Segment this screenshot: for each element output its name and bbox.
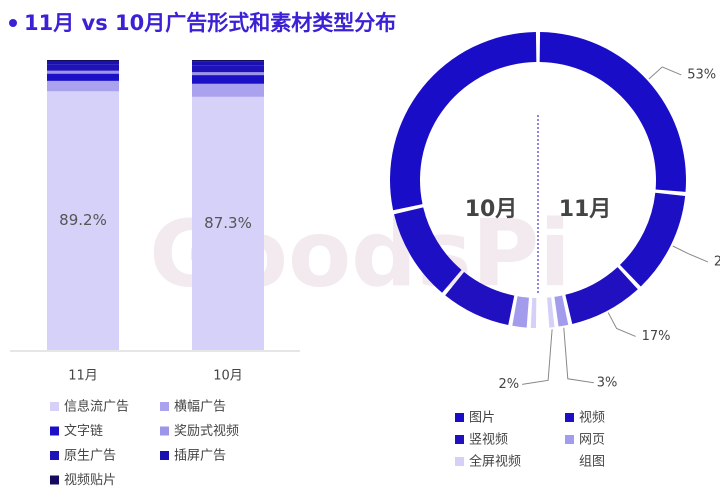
leader-line xyxy=(522,329,553,385)
legend-label: 插屏广告 xyxy=(174,449,226,464)
legend-swatch xyxy=(455,413,464,422)
bar-segment xyxy=(192,65,264,73)
donut-segment xyxy=(554,295,569,327)
data-label: 89.2% xyxy=(59,211,107,229)
donut-segment xyxy=(565,267,638,324)
bar-segment xyxy=(192,96,264,350)
legend-swatch xyxy=(455,457,464,466)
bar-segment xyxy=(47,80,119,92)
legend-swatch xyxy=(50,402,59,411)
bar-segment xyxy=(47,60,119,62)
data-label: 53% xyxy=(687,67,716,82)
legend-swatch xyxy=(565,457,574,466)
legend-label: 竖视频 xyxy=(469,433,508,448)
data-label: 87.3% xyxy=(204,214,252,232)
bar-segment xyxy=(192,75,264,84)
data-label: 17% xyxy=(642,329,671,344)
legend-label: 视频贴片 xyxy=(64,473,116,488)
legend-label: 横幅广告 xyxy=(174,400,226,415)
leader-line xyxy=(672,245,709,263)
donut-segment xyxy=(389,32,537,211)
series-label: 10月 xyxy=(465,197,518,222)
legend-label: 文字链 xyxy=(64,424,103,439)
legend-swatch xyxy=(50,426,59,436)
data-label: 23% xyxy=(714,254,720,269)
legend-label: 原生广告 xyxy=(64,449,116,464)
leader-line xyxy=(648,66,682,80)
donut-segment xyxy=(547,297,555,328)
legend-label: 视频 xyxy=(579,411,605,426)
x-tick-label: 10月 xyxy=(213,369,243,384)
bar-segment xyxy=(47,73,119,81)
bar-segment xyxy=(192,61,264,66)
data-label: 3% xyxy=(597,375,618,390)
legend-swatch xyxy=(160,426,169,436)
legend-swatch xyxy=(455,435,464,444)
donut-segment xyxy=(539,32,686,192)
title: 11月 vs 10月广告形式和素材类型分布 xyxy=(24,11,396,35)
bar-segment xyxy=(47,64,119,71)
title-bullet xyxy=(9,19,17,27)
leader-line xyxy=(563,327,594,384)
legend-swatch xyxy=(160,402,169,411)
bar-segment xyxy=(47,61,119,65)
donut-segment xyxy=(394,207,462,293)
series-label: 11月 xyxy=(559,197,612,222)
donut-segment xyxy=(530,297,537,328)
donut-segment xyxy=(619,192,686,287)
x-tick-label: 11月 xyxy=(68,369,98,384)
donut-segment xyxy=(445,271,515,325)
legend-swatch xyxy=(50,451,59,460)
bar-segment xyxy=(192,83,264,97)
data-label: 2% xyxy=(498,377,519,392)
bar-segment xyxy=(47,70,119,74)
legend-swatch xyxy=(160,451,169,460)
donut-segment xyxy=(512,296,529,328)
bar-segment xyxy=(192,60,264,62)
legend-label: 奖励式视频 xyxy=(174,424,239,439)
bar-segment xyxy=(47,91,119,350)
legend-label: 全屏视频 xyxy=(469,454,521,470)
legend-label: 组图 xyxy=(579,455,605,470)
bar-segment xyxy=(192,72,264,76)
legend-label: 信息流广告 xyxy=(64,399,129,415)
legend-label: 图片 xyxy=(469,411,495,426)
legend-swatch xyxy=(565,435,574,444)
leader-line xyxy=(607,312,636,337)
legend-label: 网页 xyxy=(579,433,605,448)
legend-swatch xyxy=(50,475,59,485)
legend-swatch xyxy=(565,413,574,422)
